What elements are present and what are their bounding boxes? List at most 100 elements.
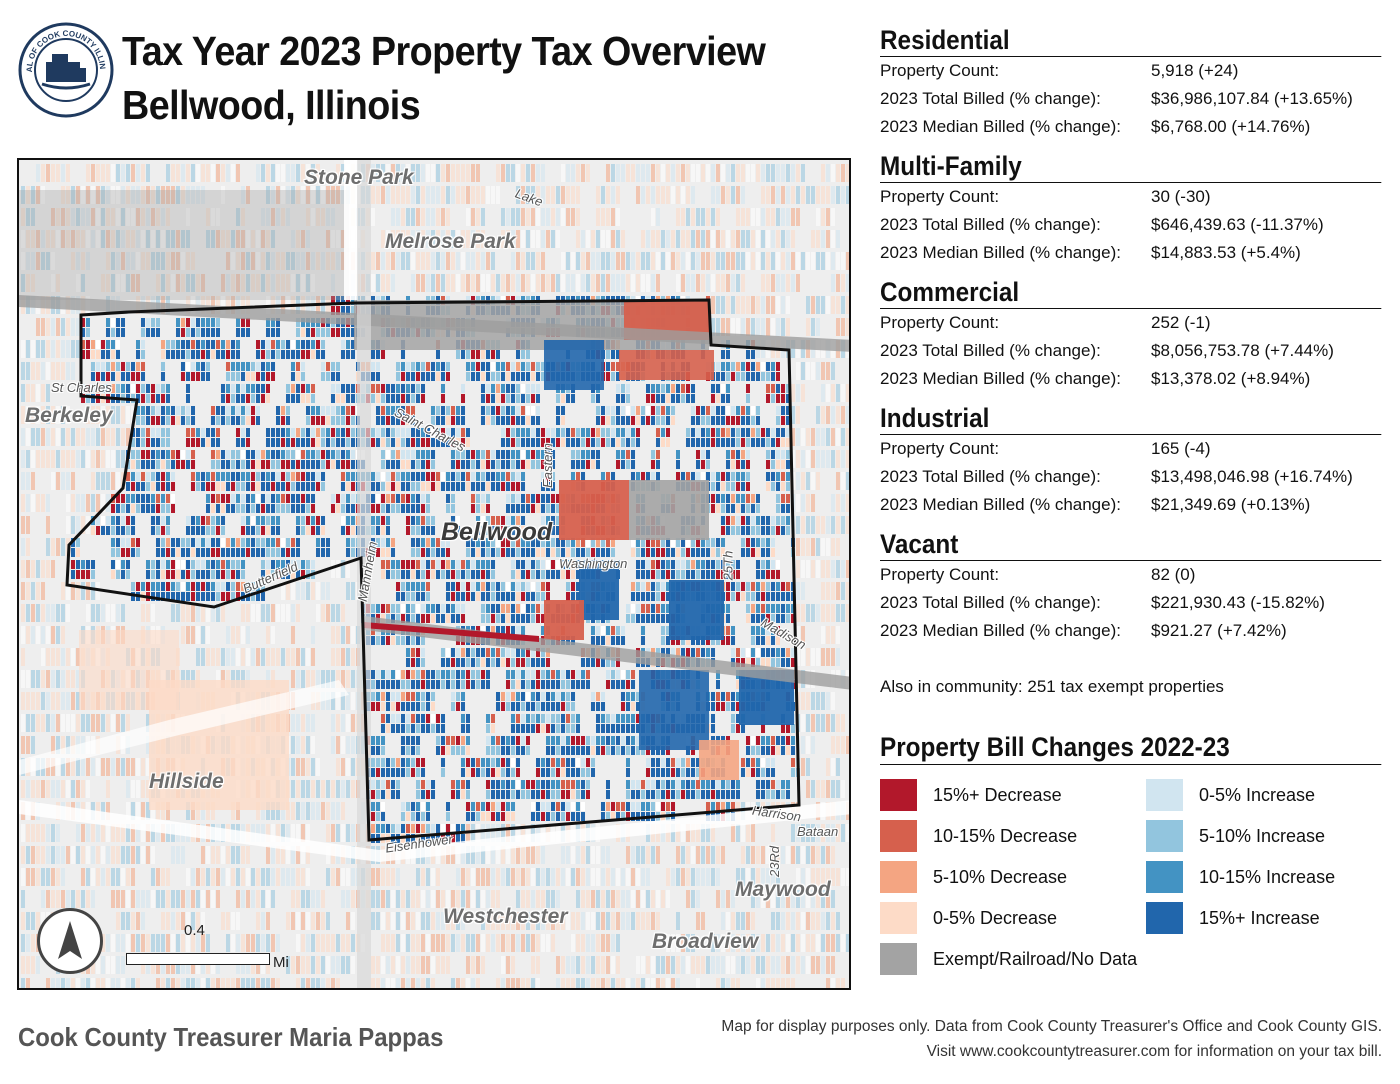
stat-row-total-billed: 2023 Total Billed (% change): $13,498,046…: [880, 463, 1382, 491]
stat-row-property-count: Property Count: 252 (-1): [880, 309, 1382, 337]
category-title: Commercial: [880, 276, 1382, 309]
legend-item: 10-15% Decrease: [880, 818, 1077, 854]
stat-value: $221,930.43 (-15.82%): [1151, 593, 1325, 612]
category-residential: Residential Property Count: 5,918 (+24) 202…: [880, 24, 1382, 141]
stat-row-total-billed: 2023 Total Billed (% change): $646,439.63…: [880, 211, 1382, 239]
stat-row-total-billed: 2023 Total Billed (% change): $8,056,753.…: [880, 337, 1382, 365]
stat-label: 2023 Median Billed (% change):: [880, 243, 1121, 262]
footer-disclaimer: Map for display purposes only. Data from…: [721, 1014, 1382, 1064]
footer-credit: Cook County Treasurer Maria Pappas: [18, 1022, 444, 1052]
legend-label: 0-5% Increase: [1199, 784, 1316, 805]
stat-row-median-billed: 2023 Median Billed (% change): $921.27 (+…: [880, 617, 1382, 645]
legend-item: Exempt/Railroad/No Data: [880, 941, 1137, 977]
category-stats-panel: Residential Property Count: 5,918 (+24) 202…: [880, 24, 1382, 654]
category-title: Industrial: [880, 402, 1382, 435]
category-industrial: Industrial Property Count: 165 (-4) 2023 To…: [880, 402, 1382, 519]
road-label-23rd: 23Rd: [767, 845, 783, 878]
stat-label: Property Count:: [880, 565, 1000, 584]
place-label-broadview: Broadview: [652, 930, 759, 953]
stat-row-total-billed: 2023 Total Billed (% change): $36,986,107…: [880, 85, 1382, 113]
legend-swatch: [880, 943, 917, 975]
stat-label: Property Count:: [880, 61, 1000, 80]
stat-label: 2023 Median Billed (% change):: [880, 621, 1121, 640]
legend-swatch: [1146, 820, 1183, 852]
stat-value: $13,498,046.98 (+16.74%): [1151, 467, 1353, 486]
place-label-maywood: Maywood: [735, 878, 831, 901]
stat-value: $6,768.00 (+14.76%): [1151, 117, 1311, 136]
stat-label: Property Count:: [880, 439, 1000, 458]
legend-item: 15%+ Increase: [1146, 900, 1320, 936]
stat-value: $21,349.69 (+0.13%): [1151, 495, 1311, 514]
legend-title: Property Bill Changes 2022-23: [880, 730, 1382, 765]
category-vacant: Vacant Property Count: 82 (0) 2023 Total Bi…: [880, 528, 1382, 645]
place-label-hillside: Hillside: [149, 770, 224, 793]
legend-label: 0-5% Decrease: [933, 907, 1058, 928]
stat-row-total-billed: 2023 Total Billed (% change): $221,930.43…: [880, 589, 1382, 617]
page-title: Tax Year 2023 Property Tax Overview Bell…: [122, 24, 862, 132]
legend-item: 0-5% Increase: [1146, 777, 1315, 813]
legend-swatch: [880, 779, 917, 811]
legend-label: 10-15% Increase: [1199, 866, 1336, 887]
road-label-25th: 25Th: [720, 550, 736, 581]
stat-row-property-count: Property Count: 5,918 (+24): [880, 57, 1382, 85]
legend-label: 5-10% Increase: [1199, 825, 1326, 846]
legend-item: 10-15% Increase: [1146, 859, 1335, 895]
map-canvas: [19, 160, 849, 988]
place-label-westchester: Westchester: [443, 905, 568, 928]
legend-swatch: [1146, 902, 1183, 934]
stat-row-property-count: Property Count: 165 (-4): [880, 435, 1382, 463]
road-label-st-charles: St Charles: [51, 380, 112, 395]
stat-label: 2023 Total Billed (% change):: [880, 467, 1101, 486]
stat-value: $921.27 (+7.42%): [1151, 621, 1287, 640]
stat-value: $646,439.63 (-11.37%): [1151, 215, 1324, 234]
legend-item: 5-10% Increase: [1146, 818, 1325, 854]
stat-value: $13,378.02 (+8.94%): [1151, 369, 1311, 388]
stat-label: 2023 Total Billed (% change):: [880, 593, 1101, 612]
north-arrow-icon: [37, 908, 103, 974]
stat-label: 2023 Total Billed (% change):: [880, 215, 1101, 234]
category-multi-family: Multi-Family Property Count: 30 (-30) 2023 …: [880, 150, 1382, 267]
legend-label: 5-10% Decrease: [933, 866, 1068, 887]
legend-label: 10-15% Decrease: [933, 825, 1078, 846]
stat-value: 30 (-30): [1151, 187, 1211, 206]
legend-swatch: [1146, 779, 1183, 811]
legend-swatch: [1146, 861, 1183, 893]
legend-items: 15%+ Decrease 10-15% Decrease 5-10% Decrea…: [880, 777, 1382, 987]
disclaimer-line-1: Map for display purposes only. Data from…: [721, 1018, 1382, 1035]
legend-item: 15%+ Decrease: [880, 777, 1062, 813]
place-label-bellwood: Bellwood: [441, 518, 553, 546]
stat-label: 2023 Total Billed (% change):: [880, 89, 1101, 108]
stat-label: 2023 Median Billed (% change):: [880, 495, 1121, 514]
category-title: Vacant: [880, 528, 1382, 561]
stat-row-median-billed: 2023 Median Billed (% change): $21,349.69…: [880, 491, 1382, 519]
stat-label: Property Count:: [880, 313, 1000, 332]
title-line-2: Bellwood, Illinois: [122, 82, 421, 128]
stat-value: 5,918 (+24): [1151, 61, 1239, 80]
legend-label: 15%+ Decrease: [933, 784, 1062, 805]
place-label-berkeley: Berkeley: [25, 404, 113, 427]
property-tax-map[interactable]: Stone Park Melrose Park Berkeley Bellwoo…: [17, 158, 851, 990]
stat-value: $36,986,107.84 (+13.65%): [1151, 89, 1353, 108]
stat-value: $14,883.53 (+5.4%): [1151, 243, 1301, 262]
cook-county-seal: SEAL OF COOK COUNTY ILLINOIS: [18, 22, 114, 118]
legend-swatch: [880, 820, 917, 852]
stat-row-median-billed: 2023 Median Billed (% change): $6,768.00 …: [880, 113, 1382, 141]
stat-row-median-billed: 2023 Median Billed (% change): $14,883.53…: [880, 239, 1382, 267]
stat-row-median-billed: 2023 Median Billed (% change): $13,378.02…: [880, 365, 1382, 393]
category-title: Residential: [880, 24, 1382, 57]
category-commercial: Commercial Property Count: 252 (-1) 2023 To…: [880, 276, 1382, 393]
category-title: Multi-Family: [880, 150, 1382, 183]
stat-label: 2023 Median Billed (% change):: [880, 369, 1121, 388]
stat-value: $8,056,753.78 (+7.44%): [1151, 341, 1334, 360]
road-label-bataan: Bataan: [797, 824, 839, 839]
stat-value: 165 (-4): [1151, 439, 1211, 458]
legend-swatch: [880, 902, 917, 934]
place-label-melrose-park: Melrose Park: [385, 230, 516, 253]
tax-exempt-note: Also in community: 251 tax exempt proper…: [880, 677, 1224, 696]
road-label-washington: Washington: [559, 556, 628, 571]
legend-item: 0-5% Decrease: [880, 900, 1057, 936]
road-label-eastern: Eastern: [539, 443, 555, 488]
stat-label: 2023 Median Billed (% change):: [880, 117, 1121, 136]
stat-label: Property Count:: [880, 187, 1000, 206]
stat-value: 82 (0): [1151, 565, 1196, 584]
